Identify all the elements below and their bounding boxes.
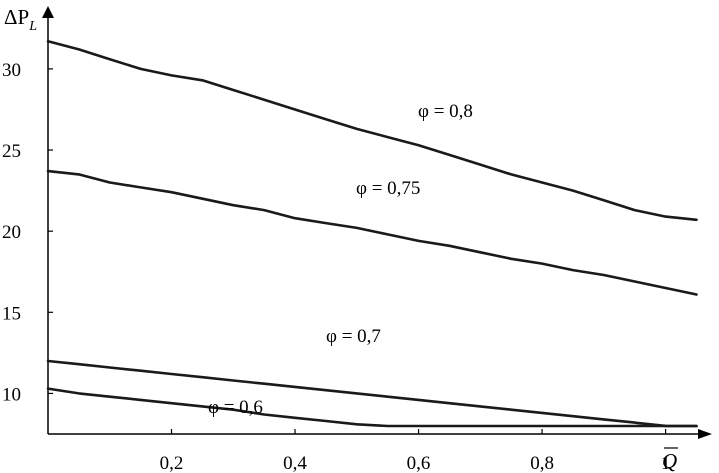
x-tick-label: 0,4 xyxy=(283,453,307,473)
x-tick-label: 0,2 xyxy=(160,453,184,473)
series-labels-group: φ = 0,8 φ = 0,75 φ = 0,7 φ = 0,6 xyxy=(208,101,473,418)
series-label-1: φ = 0,75 xyxy=(356,178,420,199)
series-line-0 xyxy=(46,39,698,222)
x-tick-label: 0,8 xyxy=(530,453,554,473)
x-tick-label: 0,6 xyxy=(407,453,431,473)
series-label-2: φ = 0,7 xyxy=(326,326,381,347)
ticks-group: 0,2 0,4 0,6 0,8 1 10 15 20 25 30 xyxy=(2,60,670,473)
y-axis-label: ΔPL xyxy=(4,5,37,34)
series-line-1 xyxy=(46,169,698,296)
y-axis-arrow-icon xyxy=(42,6,54,18)
series-label-0: φ = 0,8 xyxy=(418,101,473,122)
series-line-3 xyxy=(46,387,698,428)
x-axis-arrow-icon xyxy=(698,429,712,439)
y-tick-label: 15 xyxy=(2,303,21,324)
y-tick-label: 10 xyxy=(2,384,21,405)
curves-group xyxy=(46,39,698,428)
y-tick-label: 20 xyxy=(2,222,21,243)
y-tick-label: 30 xyxy=(2,60,21,81)
x-axis-label: Q xyxy=(662,449,677,473)
y-tick-label: 25 xyxy=(2,141,21,162)
series-label-3: φ = 0,6 xyxy=(208,397,263,418)
series-line-2 xyxy=(46,359,698,428)
x-tick-label: 1 xyxy=(661,453,671,473)
